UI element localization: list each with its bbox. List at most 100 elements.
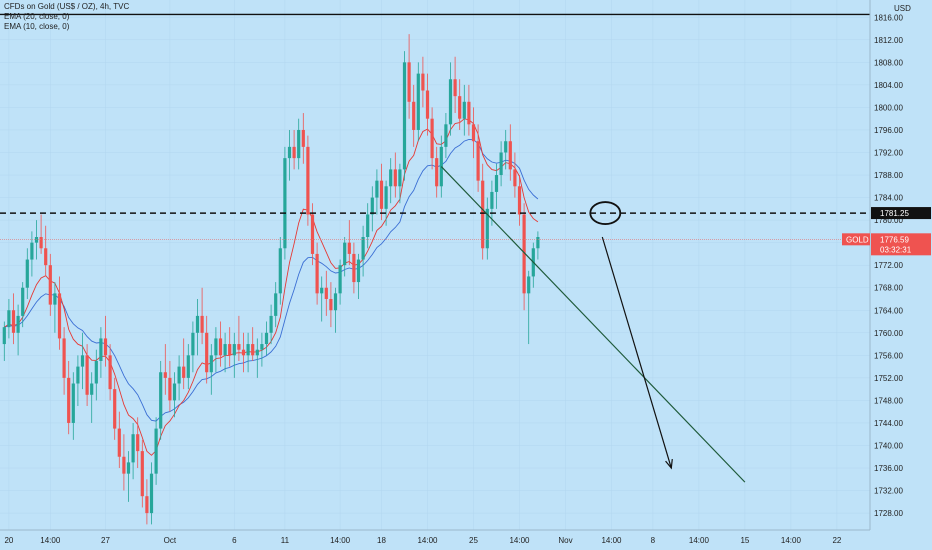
candle-body [255,349,259,356]
candle-body [76,366,80,384]
candle-body [494,175,499,192]
current-price-tag-bg [871,233,931,256]
candle-body [504,141,508,153]
candle-body [287,146,292,159]
candle-body [90,383,94,395]
resistance-tag-label: 1781.25 [880,209,909,218]
price-tick-label: 1808.00 [874,58,903,67]
projection-arrow-head [665,459,673,470]
candle-body [499,152,503,176]
time-tick-label: 14:00 [509,536,530,545]
price-tick-label: 1748.00 [874,396,903,405]
candle-body [301,129,305,147]
candle-body [425,90,430,119]
gold-symbol-tag-bg [842,233,870,246]
candle-body [94,360,98,384]
time-tick-label: 27 [101,536,110,545]
legend-ema10[interactable]: EMA (10, close, 0) [4,22,70,31]
price-tick-label: 1756.00 [874,351,903,360]
current-price-tag-value: 1776.59 [880,235,909,244]
candle-body [310,214,315,254]
candle-body [324,287,328,299]
price-tick-label: 1772.00 [874,261,903,270]
candle-body [16,315,20,333]
candle-body [260,344,264,350]
candle-body [343,242,347,266]
candle-body [223,344,227,356]
price-tick-label: 1740.00 [874,441,903,450]
candle-body [416,73,420,130]
price-tick-label: 1752.00 [874,374,903,383]
candle-body [412,101,416,130]
candle-body [375,180,379,198]
candle-body [232,344,236,356]
time-tick-label: 20 [4,536,13,545]
price-axis-bg [870,0,932,550]
time-tick-label: 14:00 [781,536,802,545]
candle-body [274,293,278,316]
price-tick-label: 1804.00 [874,81,903,90]
price-tick-label: 1784.00 [874,194,903,203]
legend-symbol[interactable]: CFDs on Gold (US$ / OZ), 4h, TVC [4,2,130,11]
currency-label: USD [894,4,911,13]
time-tick-label: Nov [558,536,572,545]
candle-body [67,377,71,423]
candle-body [471,124,476,142]
candle-body [57,293,62,339]
time-tick-label: 14:00 [330,536,351,545]
candle-body [517,186,522,215]
candle-body [306,146,310,215]
candle-body [113,389,117,429]
time-axis[interactable]: 20 14:00 27 Oct 6 11 14:00 18 14:00 25 14:00 Nov 14:… [0,529,932,550]
time-axis-bg [0,530,932,550]
candle-body [398,169,402,187]
price-tick-label: 1788.00 [874,171,903,180]
candle-body [163,372,167,378]
candle-body [481,180,485,249]
candle-body [172,383,177,401]
candle-body [195,315,200,333]
candle-body [402,62,407,170]
candle-body [205,332,209,373]
price-tick-label: 1780.00 [874,216,903,225]
candle-body [218,338,223,356]
current-price-countdown: 03:32:31 [880,245,912,254]
candle-body [347,242,351,254]
candle-body [536,237,540,249]
candle-body [513,169,517,187]
candle-body [53,293,57,305]
candle-body [246,344,250,356]
candle-body [485,208,489,249]
candle-body [103,338,108,356]
candle-body [149,473,154,514]
candle-body [177,366,181,384]
candle-body [384,186,388,209]
projection-arrow-shaft [601,236,672,469]
candle-body [80,355,85,367]
time-tick-label: 18 [377,536,386,545]
ema20-line [4,139,539,422]
candle-body [209,355,213,373]
legend-ema20[interactable]: EMA (20, close, 0) [4,12,70,21]
price-tick-label: 1732.00 [874,487,903,496]
candle-body [117,428,121,457]
candle-body [379,180,384,209]
candle-body [444,124,448,147]
candle-body [421,73,425,91]
candle-body [48,265,52,305]
candle-body [44,248,48,266]
gold-symbol-tag: GOLD [846,235,869,244]
candle-body [370,197,374,215]
time-tick-label: 22 [832,536,841,545]
price-axis[interactable]: 1728.00 1732.00 1736.00 1740.00 1744.00 1748.… [869,0,932,550]
candle-body [361,237,365,260]
candle-body [476,141,480,181]
candle-body [292,146,296,159]
drawings[interactable] [0,13,870,483]
candle-body [315,253,319,294]
candle-body [329,298,333,311]
candle-body [39,237,43,249]
candle-body [389,169,393,187]
